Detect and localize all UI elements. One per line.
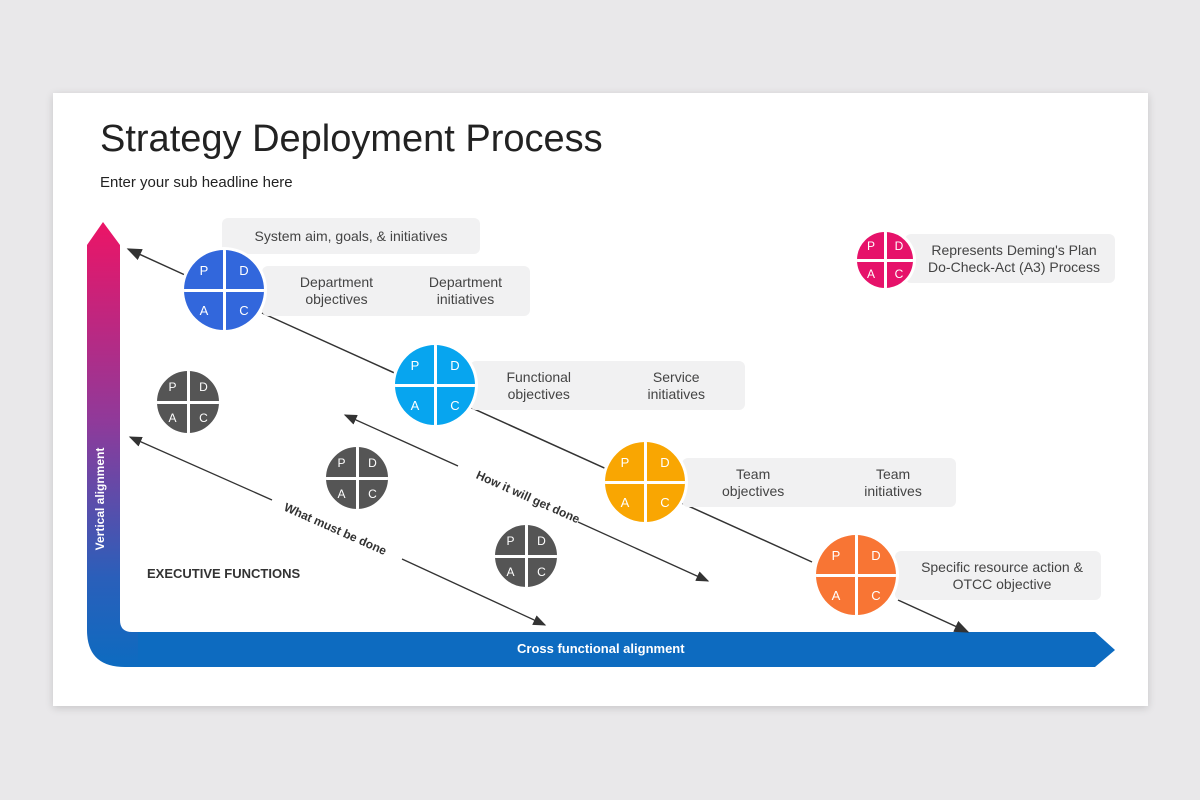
executive-functions-label: EXECUTIVE FUNCTIONS: [147, 566, 301, 581]
vertical-alignment-label: Vertical alignment: [93, 447, 107, 551]
pdca-letter-p: P: [337, 455, 346, 470]
what-arrow-up: [128, 436, 273, 501]
pdca-divider: [157, 400, 219, 404]
pdca-letter-d: D: [871, 547, 881, 563]
legend-text: Represents Deming's Plan Do-Check-Act (A…: [928, 241, 1100, 275]
pdca-specific: P D A C: [814, 533, 898, 617]
specific-resource-text: Specific resource action & OTCC objectiv…: [921, 558, 1083, 592]
functional-box: Functional objectives Service initiatives: [470, 361, 745, 410]
how-arrow-down: [577, 521, 710, 582]
pdca-letter-d: D: [450, 357, 460, 373]
pdca-letter-c: C: [537, 564, 546, 579]
pdca-letter-p: P: [831, 547, 841, 563]
pdca-executive-3: P D A C: [493, 523, 559, 589]
pdca-letter-c: C: [239, 302, 249, 318]
subtitle: Enter your sub headline here: [100, 174, 293, 191]
pdca-letter-a: A: [168, 410, 177, 425]
pdca-letter-c: C: [450, 397, 460, 413]
pdca-team: P D A C: [603, 440, 687, 524]
main-diagonal-line: [261, 312, 813, 563]
service-initiatives: Service initiatives: [647, 368, 706, 402]
pdca-executive-1: P D A C: [155, 369, 221, 435]
team-box: Team objectives Team initiatives: [682, 458, 956, 507]
pdca-functional: P D A C: [393, 343, 477, 427]
pdca-letter-a: A: [410, 397, 420, 413]
how-arrow-up: [343, 414, 459, 467]
pdca-legend: P D A C: [855, 230, 915, 290]
vertical-axis-bar: [87, 222, 140, 667]
pdca-letter-p: P: [168, 379, 177, 394]
pdca-divider: [605, 480, 685, 484]
pdca-letter-p: P: [410, 357, 420, 373]
team-initiatives: Team initiatives: [864, 465, 922, 499]
pdca-letter-d: D: [894, 239, 904, 253]
department-box: Department objectives Department initiati…: [262, 266, 530, 316]
horizontal-axis-bar: [138, 632, 1115, 667]
cross-functional-label: Cross functional alignment: [517, 641, 685, 656]
pdca-letter-p: P: [199, 262, 209, 278]
pdca-letter-a: A: [620, 494, 630, 510]
pdca-divider: [395, 383, 475, 387]
page-title: Strategy Deployment Process: [100, 118, 603, 160]
pdca-letter-p: P: [506, 533, 515, 548]
pdca-letter-c: C: [871, 587, 881, 603]
pdca-letter-a: A: [506, 564, 515, 579]
pdca-executive-2: P D A C: [324, 445, 390, 511]
pdca-letter-d: D: [368, 455, 377, 470]
functional-objectives: Functional objectives: [506, 368, 572, 402]
pdca-letter-d: D: [199, 379, 208, 394]
pdca-letter-a: A: [337, 486, 346, 501]
pdca-letter-p: P: [866, 239, 875, 253]
specific-box: Specific resource action & OTCC objectiv…: [895, 551, 1101, 600]
pdca-letter-c: C: [368, 486, 377, 501]
pdca-divider: [857, 258, 913, 262]
pdca-letter-d: D: [660, 454, 670, 470]
what-arrow-down: [401, 558, 547, 626]
pdca-department: P D A C: [182, 248, 266, 332]
pdca-letter-p: P: [620, 454, 630, 470]
pdca-divider: [495, 554, 557, 558]
pdca-letter-a: A: [199, 302, 209, 318]
legend-box: Represents Deming's Plan Do-Check-Act (A…: [905, 234, 1115, 283]
pdca-letter-c: C: [660, 494, 670, 510]
pdca-letter-c: C: [199, 410, 208, 425]
system-aim-box: System aim, goals, & initiatives: [222, 218, 480, 254]
pdca-letter-d: D: [239, 262, 249, 278]
main-diagonal-arrow-down: [897, 599, 970, 633]
pdca-letter-a: A: [831, 587, 841, 603]
pdca-letter-a: A: [866, 267, 875, 281]
pdca-letter-d: D: [537, 533, 546, 548]
team-objectives: Team objectives: [722, 465, 785, 499]
pdca-letter-c: C: [894, 267, 904, 281]
system-aim-text: System aim, goals, & initiatives: [254, 227, 448, 244]
pdca-divider: [184, 288, 264, 292]
pdca-divider: [326, 476, 388, 480]
main-diagonal-arrow-up: [126, 248, 186, 276]
pdca-divider: [816, 573, 896, 577]
department-objectives: Department objectives: [299, 274, 374, 307]
department-initiatives: Department initiatives: [428, 274, 503, 307]
